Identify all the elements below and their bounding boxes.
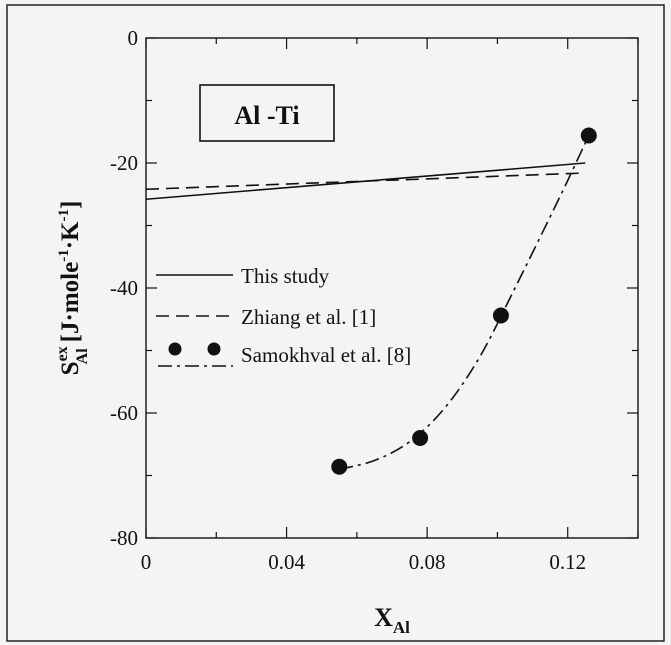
x-axis-label: XAl (374, 603, 410, 637)
y-tick-labels: 0 -20 -40 -60 -80 (110, 26, 138, 550)
y-axis-label-units-end: ] (57, 201, 84, 209)
chart-title-box: Al -Ti (199, 84, 335, 142)
chart-title-frame (199, 84, 335, 142)
x-tick-labels: 0 0.04 0.08 0.12 (141, 550, 586, 574)
series-line-1 (145, 162, 586, 201)
x-axis-label-sub: Al (393, 618, 410, 637)
y-axis-label-main: S (57, 361, 84, 375)
legend-label-this-study: This study (241, 264, 330, 288)
y-tick-label: -40 (110, 276, 138, 300)
legend-label-zhiang: Zhiang et al. [1] (241, 305, 376, 329)
x-axis-label-main: X (374, 603, 393, 632)
y-tick-label: -80 (110, 526, 138, 550)
plot-area: 0 0.04 0.08 0.12 0 -20 -40 -60 -80 (110, 26, 639, 574)
chart-title: Al -Ti (234, 101, 299, 130)
y-axis-label-units-sup2: -1 (56, 209, 72, 222)
legend-label-samokhval: Samokhval et al. [8] (241, 343, 411, 367)
x-tick-label: 0.04 (268, 550, 305, 574)
y-tick-label: -20 (110, 151, 138, 175)
y-axis-label-units-sup1: -1 (56, 249, 72, 262)
x-tick-label: 0.12 (549, 550, 586, 574)
x-tick-label: 0.08 (409, 550, 446, 574)
data-point (331, 458, 348, 475)
figure-border (6, 4, 665, 642)
axis-ticks (145, 37, 639, 539)
legend-marker-samokhval-1 (168, 342, 182, 356)
y-axis-label: Sex Al[J·mole-1·K-1] (54, 201, 91, 376)
y-tick-label: 0 (128, 26, 139, 50)
data-point (412, 430, 429, 446)
legend-marker-samokhval-2 (207, 342, 221, 356)
y-axis-label-sub: Al (74, 348, 91, 365)
y-axis-label-units: [J·mole (57, 262, 84, 343)
data-point (580, 127, 597, 144)
x-tick-label: 0 (141, 550, 152, 574)
y-axis-label-sup: ex (54, 346, 71, 361)
y-axis-label-units-mid: ·K (57, 221, 84, 249)
legend: This study Zhiang et al. [1] Samokhval e… (156, 264, 411, 367)
series-line-3 (339, 135, 590, 471)
data-point (492, 307, 509, 324)
series-lines (145, 135, 590, 471)
y-tick-label: -60 (110, 401, 138, 425)
series-markers (331, 127, 597, 475)
series-line-2 (145, 172, 586, 191)
